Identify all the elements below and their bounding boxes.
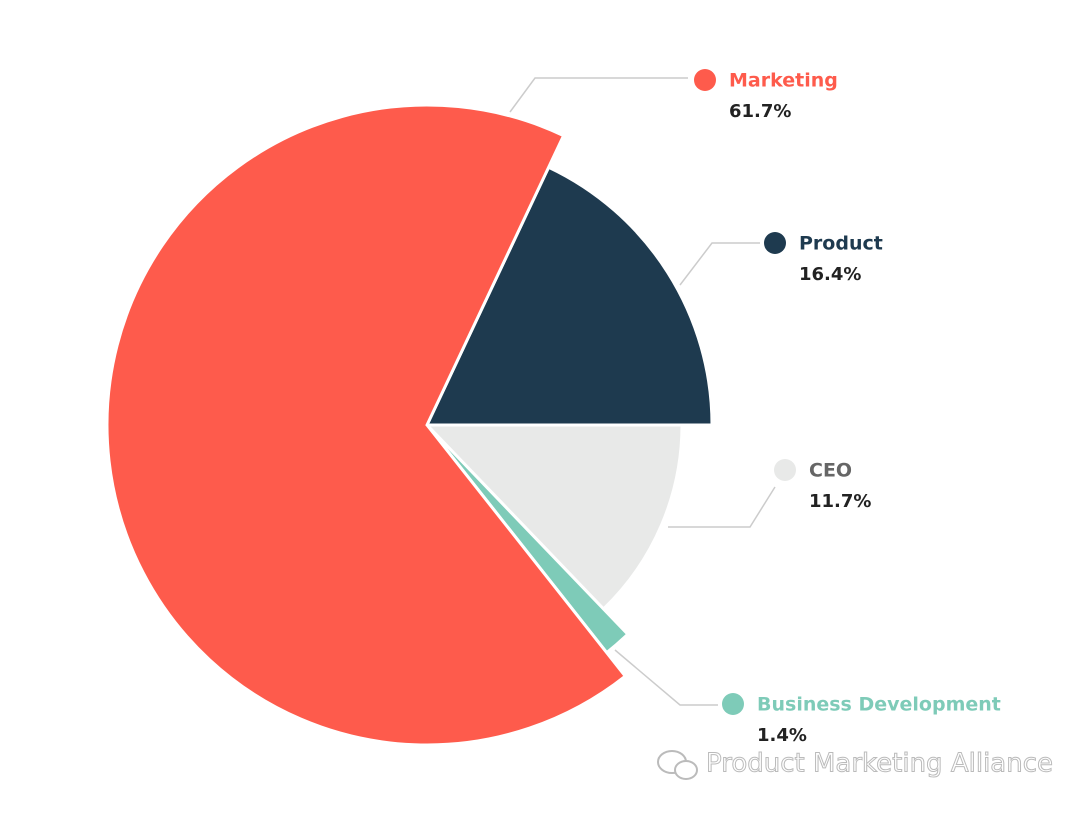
pie: Product 16.4% CEO 11.7% Business Development… (105, 69, 1001, 747)
value-label: 61.7% (729, 101, 791, 122)
legend-label: Marketing (729, 70, 838, 92)
leader-line (614, 649, 718, 706)
watermark: Product Marketing Alliance (657, 748, 1054, 780)
legend-label: Business Development (757, 694, 1001, 716)
leader-line (509, 77, 688, 113)
value-label: 11.7% (809, 491, 871, 512)
legend-label: Product (799, 233, 883, 255)
value-label: 16.4% (799, 264, 861, 285)
legend-dot (694, 69, 716, 91)
pie-slice (105, 103, 628, 747)
watermark-text: Product Marketing Alliance (706, 749, 1053, 779)
leader-line (668, 486, 776, 528)
legend-label: CEO (809, 460, 852, 482)
legend-dot (774, 459, 796, 481)
watermark-icon (674, 760, 698, 780)
legend-dot (722, 693, 744, 715)
leader-line (679, 242, 760, 286)
pie-slice (424, 165, 714, 427)
legend-dot (764, 232, 786, 254)
value-label: 1.4% (757, 725, 807, 746)
pie-slice (423, 423, 684, 612)
